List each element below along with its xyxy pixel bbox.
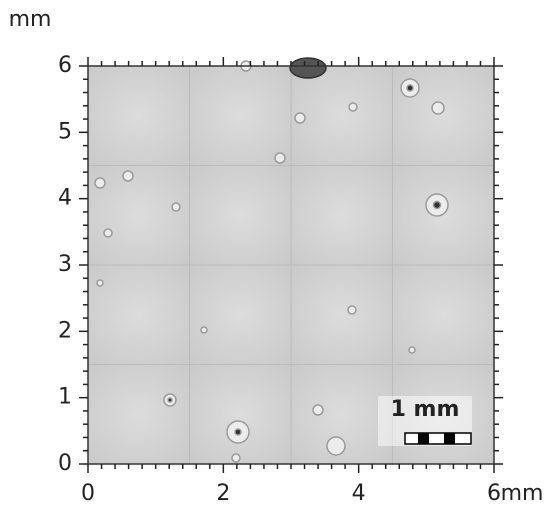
scale-bar-block xyxy=(418,433,429,444)
y-tick-label: 1 xyxy=(58,385,72,410)
y-axis-label: mm xyxy=(9,7,52,32)
y-tick-label: 0 xyxy=(58,451,72,476)
y-tick-label: 4 xyxy=(58,186,72,211)
y-tick-label: 3 xyxy=(58,252,72,277)
scale-bar: 1 mm xyxy=(378,396,472,446)
particles xyxy=(94,57,449,463)
x-tick-label: 6 xyxy=(487,481,501,506)
x-axis-label: mm xyxy=(501,481,544,506)
y-tick-label: 5 xyxy=(58,119,72,144)
scale-bar-block xyxy=(444,433,455,444)
y-tick-label: 6 xyxy=(58,53,72,78)
micrograph xyxy=(87,57,495,465)
y-tick-label: 2 xyxy=(58,318,72,343)
x-tick-label: 4 xyxy=(352,481,366,506)
x-tick-label: 2 xyxy=(216,481,230,506)
scale-bar-box xyxy=(404,432,472,445)
scale-bar-label: 1 mm xyxy=(391,397,460,422)
axes: 0 2 4 6 0 1 2 3 4 5 6 xyxy=(58,53,503,506)
x-tick-label: 0 xyxy=(81,481,95,506)
